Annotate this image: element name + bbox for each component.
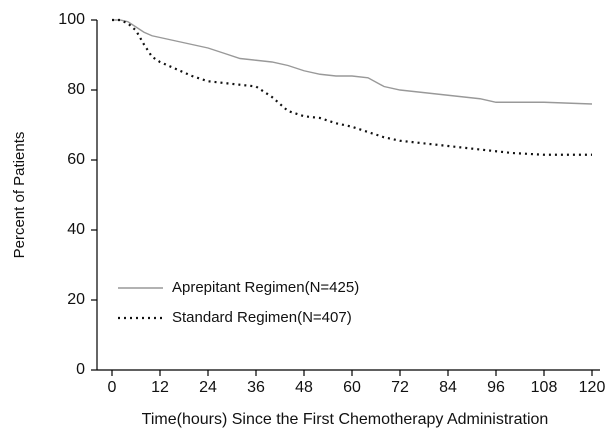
x-tick-label: 72 xyxy=(391,379,409,396)
x-tick-label: 108 xyxy=(531,379,558,396)
x-tick-label: 48 xyxy=(295,379,313,396)
y-tick-label: 0 xyxy=(76,361,85,378)
x-tick-label: 120 xyxy=(579,379,606,396)
y-tick-label: 20 xyxy=(67,291,85,308)
legend-label: Aprepitant Regimen(N=425) xyxy=(172,279,359,296)
x-tick-label: 0 xyxy=(108,379,117,396)
y-tick-label: 40 xyxy=(67,221,85,238)
x-axis-label: Time(hours) Since the First Chemotherapy… xyxy=(142,411,549,428)
y-axis-label: Percent of Patients xyxy=(11,132,28,259)
series-line xyxy=(112,18,592,156)
x-tick-label: 24 xyxy=(199,379,217,396)
y-tick-label: 100 xyxy=(58,11,85,28)
x-tick-label: 84 xyxy=(439,379,457,396)
x-tick-label: 96 xyxy=(487,379,505,396)
x-tick-label: 60 xyxy=(343,379,361,396)
series-line xyxy=(112,19,593,105)
x-tick-label: 36 xyxy=(247,379,265,396)
x-tick-label: 12 xyxy=(151,379,169,396)
y-tick-label: 80 xyxy=(67,81,85,98)
legend-label: Standard Regimen(N=407) xyxy=(172,309,352,326)
y-tick-label: 60 xyxy=(67,151,85,168)
